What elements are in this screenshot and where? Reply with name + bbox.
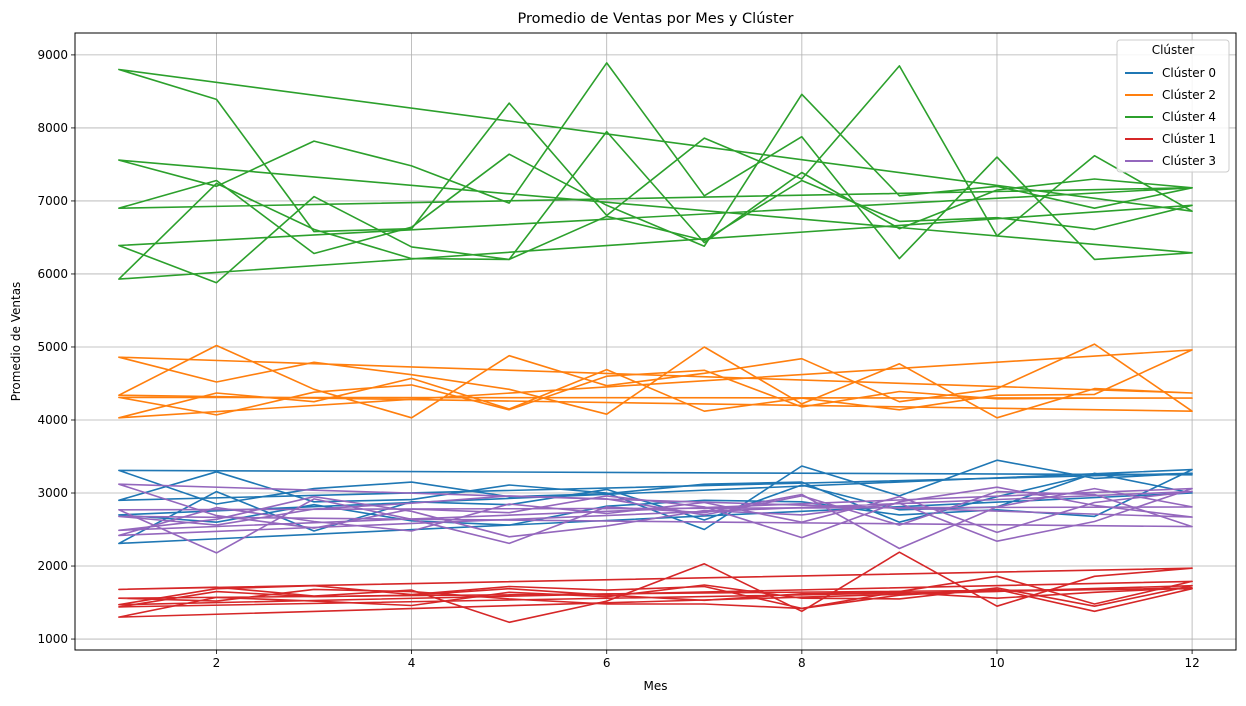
x-tick-label: 2 <box>213 656 221 670</box>
series-line <box>118 346 1193 419</box>
x-tick-label: 8 <box>798 656 806 670</box>
series-line <box>118 130 1193 284</box>
legend-entry: Clúster 4 <box>1125 110 1216 124</box>
series-line <box>118 62 1193 261</box>
series-cl-ster-0 <box>118 459 1193 545</box>
x-tick-label: 4 <box>408 656 416 670</box>
series-line <box>118 349 1193 419</box>
series-line <box>118 575 1193 610</box>
y-tick-label: 8000 <box>37 121 68 135</box>
series-line <box>118 369 1193 416</box>
series-line <box>118 343 1193 419</box>
series-line <box>118 490 1193 528</box>
series-line <box>118 584 1193 618</box>
y-tick-label: 2000 <box>37 559 68 573</box>
series-lines <box>118 62 1193 624</box>
series-line <box>118 179 1193 280</box>
series-line <box>118 490 1193 537</box>
chart-title: Promedio de Ventas por Mes y Clúster <box>517 11 793 27</box>
y-tick-label: 9000 <box>37 48 68 62</box>
series-cl-ster-2 <box>118 343 1193 419</box>
legend-entry: Clúster 0 <box>1125 66 1216 80</box>
plot-frame <box>74 32 1237 651</box>
legend-entry: Clúster 3 <box>1125 154 1216 168</box>
y-tick-label: 5000 <box>37 340 68 354</box>
series-cl-ster-4 <box>118 62 1193 284</box>
x-axis-label: Mes <box>644 679 668 693</box>
series-line <box>118 93 1193 255</box>
y-axis-label: Promedio de Ventas <box>9 282 23 402</box>
axis-ticks: 2 4 6 8 10 12 1000 2000 3000 4000 5000 6000 7000 8000… <box>37 48 1199 670</box>
x-tick-label: 12 <box>1184 656 1199 670</box>
series-line <box>118 587 1193 613</box>
y-tick-label: 7000 <box>37 194 68 208</box>
series-cl-ster-1 <box>118 551 1193 624</box>
legend-label: Clúster 2 <box>1162 88 1216 102</box>
series-line <box>118 65 1193 237</box>
y-tick-label: 3000 <box>37 486 68 500</box>
series-line <box>118 468 1193 526</box>
series-line <box>118 487 1193 554</box>
legend-entry: Clúster 1 <box>1125 132 1216 146</box>
series-line <box>118 587 1193 608</box>
grid <box>75 33 1236 650</box>
y-tick-label: 4000 <box>37 413 68 427</box>
series-line <box>118 459 1193 531</box>
legend-label: Clúster 4 <box>1162 110 1216 124</box>
x-tick-label: 6 <box>603 656 611 670</box>
legend-entries: Clúster 0 Clúster 2 Clúster 4 Clúster 1 Clús… <box>1125 66 1216 168</box>
legend-label: Clúster 0 <box>1162 66 1216 80</box>
legend-label: Clúster 1 <box>1162 132 1216 146</box>
x-tick-label: 10 <box>989 656 1004 670</box>
y-tick-label: 6000 <box>37 267 68 281</box>
series-cl-ster-3 <box>118 483 1193 554</box>
legend-title: Clúster <box>1152 43 1195 57</box>
y-tick-label: 1000 <box>37 632 68 646</box>
legend-label: Clúster 3 <box>1162 154 1216 168</box>
series-line <box>118 487 1193 543</box>
legend-entry: Clúster 2 <box>1125 88 1216 102</box>
legend-box <box>1116 39 1230 173</box>
